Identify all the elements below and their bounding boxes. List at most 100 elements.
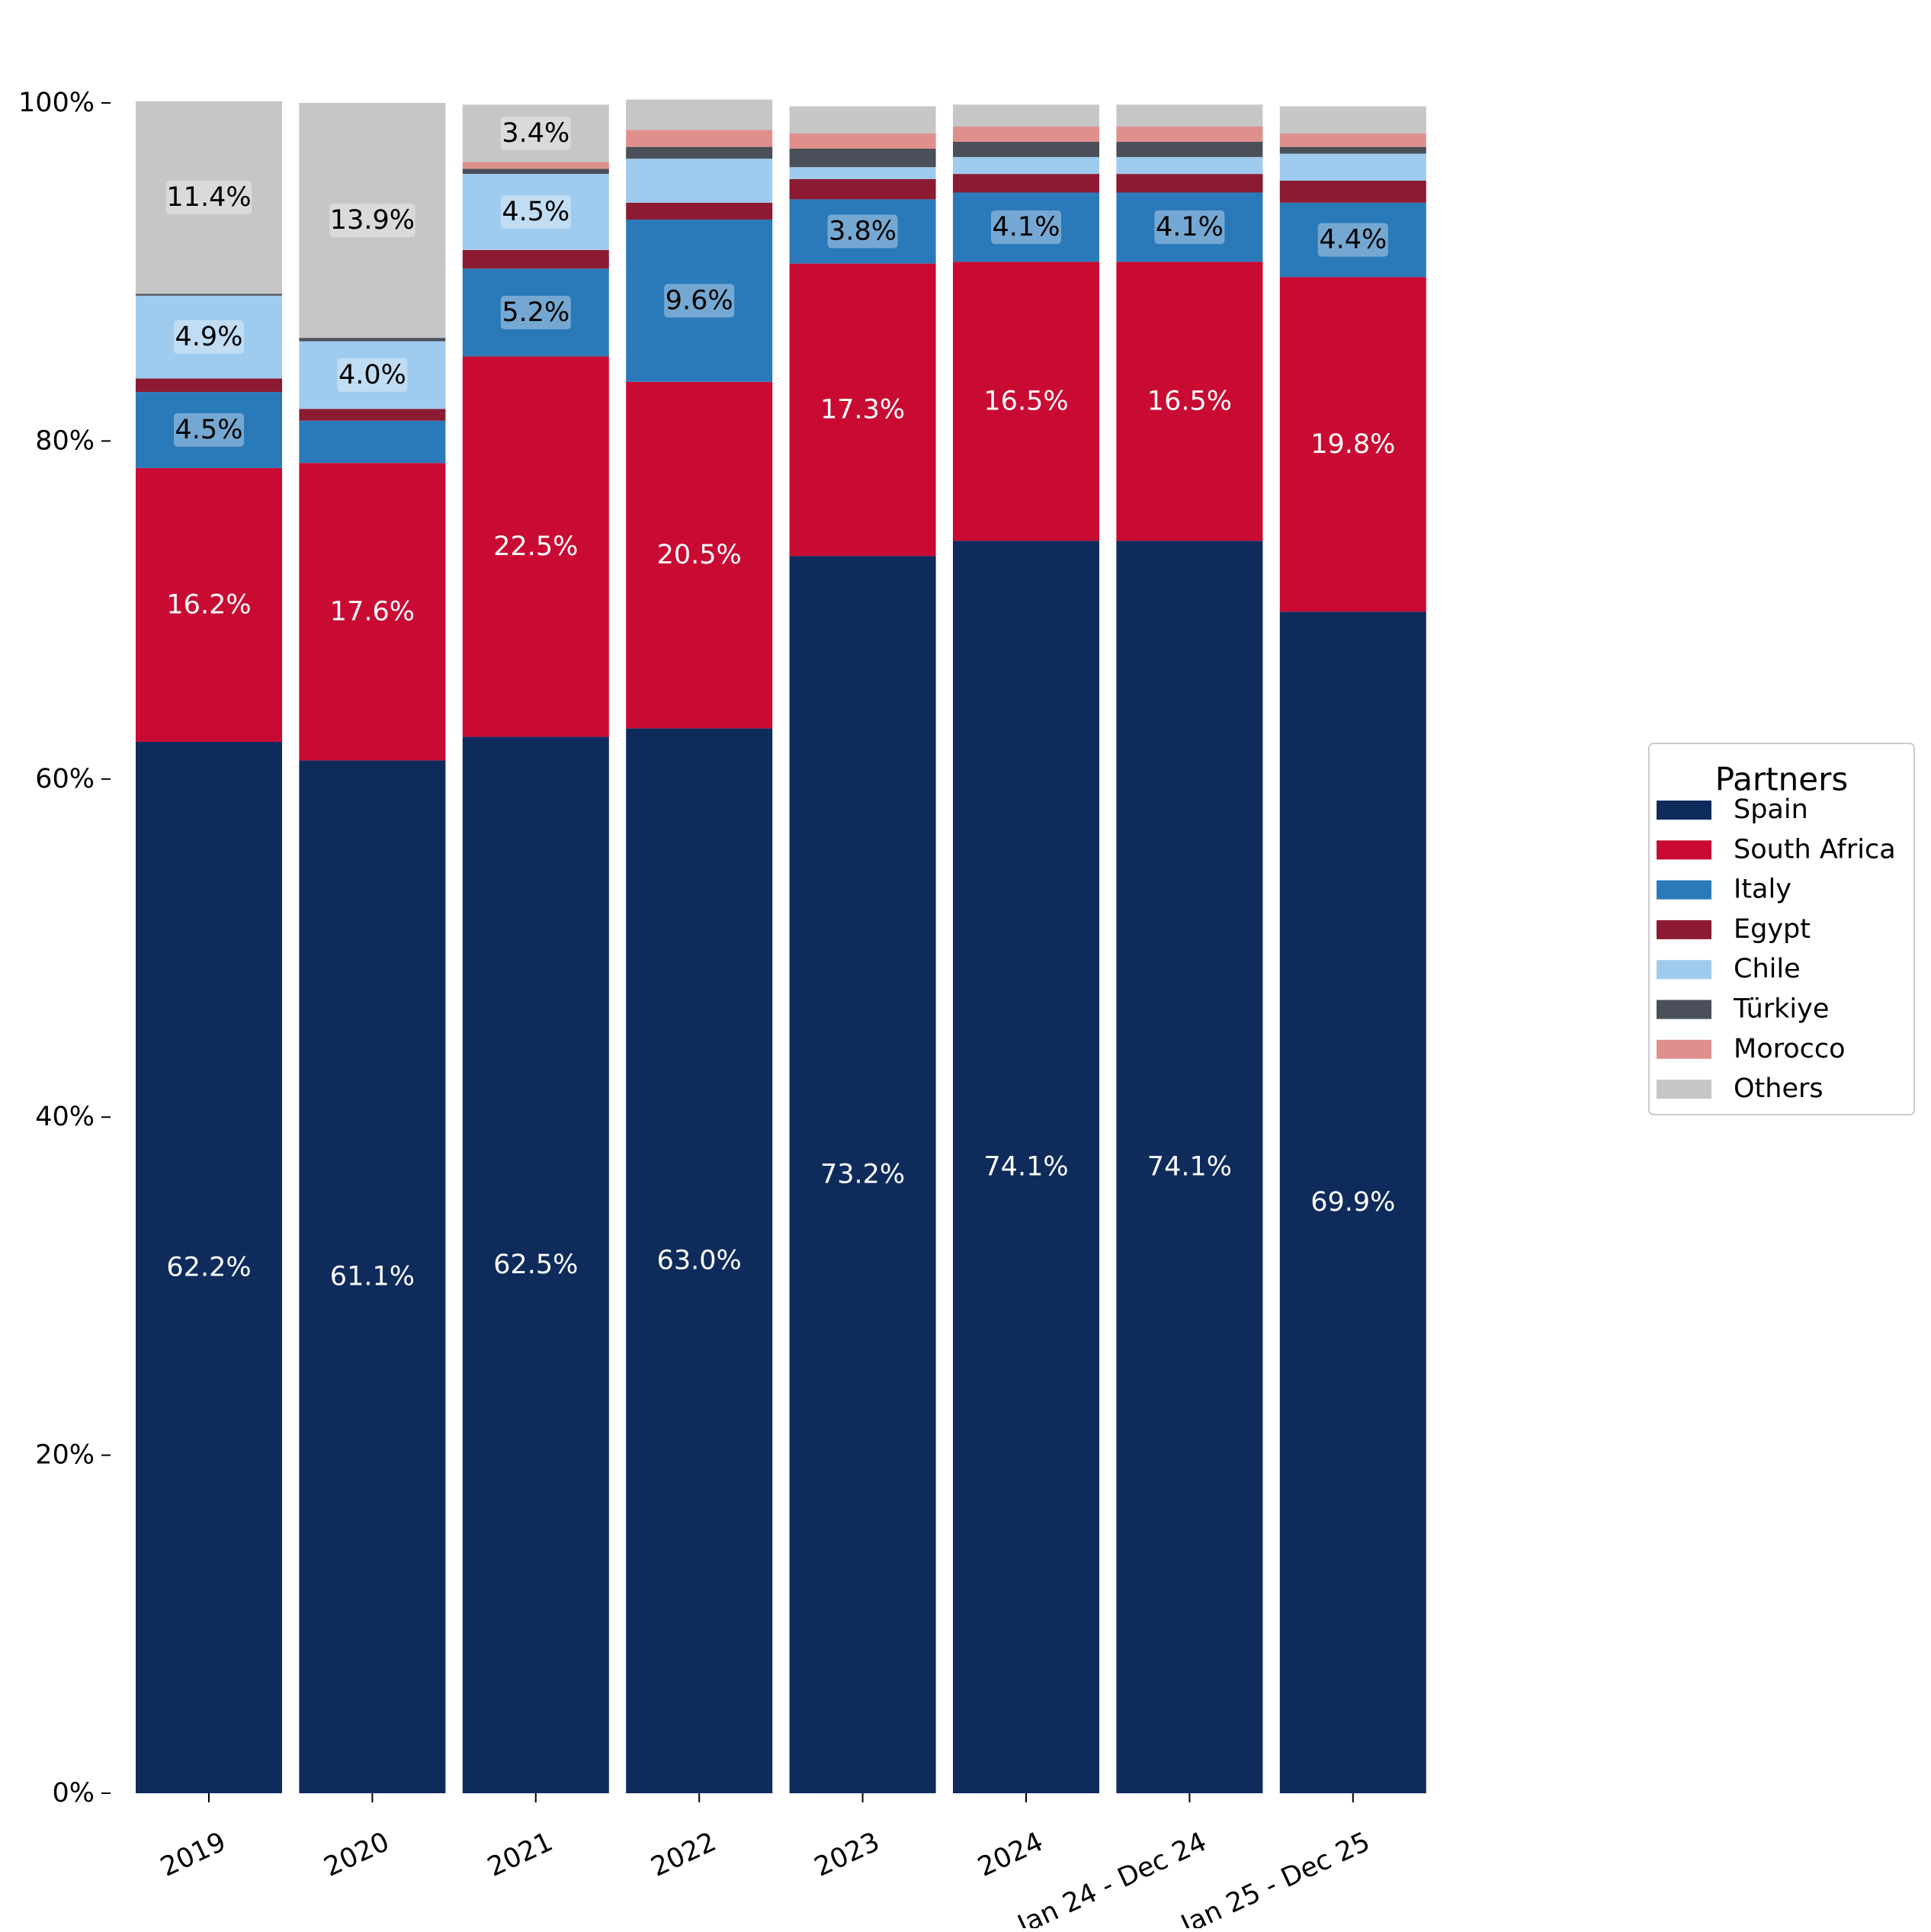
segment-label-box-italy-2021 xyxy=(500,295,571,329)
bar-segment-egypt-2023 xyxy=(789,178,936,200)
segment-label-box-italy-2023 xyxy=(827,214,898,249)
segment-label-south-africa-2022: 20.5% xyxy=(657,540,742,570)
bar-segment-t-rkiye-jan-25-dec-25 xyxy=(1279,146,1426,154)
bar-segment-others-2023 xyxy=(789,106,936,133)
bar-segment-south-africa-2022 xyxy=(626,381,773,729)
segment-label-box-italy-2022 xyxy=(664,284,735,318)
segment-label-spain-2024: 74.1% xyxy=(983,1152,1068,1183)
y-tick-label: 80% xyxy=(35,425,95,456)
segment-label-box-italy-2019 xyxy=(174,412,244,447)
legend-label-morocco: Morocco xyxy=(1734,1034,1846,1064)
bar-segment-t-rkiye-2022 xyxy=(626,146,773,159)
bar-segment-morocco-2023 xyxy=(789,133,936,149)
segment-label-spain-2022: 63.0% xyxy=(657,1246,742,1276)
legend-label-egypt: Egypt xyxy=(1734,914,1811,945)
bar-segment-italy-jan-25-dec-25 xyxy=(1279,202,1426,278)
bar-segment-chile-jan-24-dec-24 xyxy=(1116,156,1263,175)
bar-segment-morocco-2022 xyxy=(626,130,773,147)
segment-label-south-africa-2024: 16.5% xyxy=(983,386,1068,416)
y-tick-label: 60% xyxy=(35,764,95,794)
legend-label-t-rkiye: Türkiye xyxy=(1733,994,1829,1025)
segment-label-spain-jan-24-dec-24: 74.1% xyxy=(1147,1152,1232,1183)
bar-segment-t-rkiye-jan-24-dec-24 xyxy=(1116,141,1263,157)
bar-segment-others-2020 xyxy=(299,103,446,339)
bar-segment-south-africa-2024 xyxy=(953,262,1099,541)
legend-label-chile: Chile xyxy=(1734,954,1801,984)
bar-segment-italy-2024 xyxy=(953,192,1099,262)
bar-segment-chile-2023 xyxy=(789,167,936,179)
bar-segment-chile-2020 xyxy=(299,341,446,409)
bar-segment-italy-2021 xyxy=(462,268,609,357)
segment-labels-layer: 62.2% 16.2% 4.5% 4.9% 11.4% 61.1% 17.6% 4.0% 13.… xyxy=(165,116,1395,1292)
bar-segment-south-africa-2020 xyxy=(299,463,446,761)
bar-segment-others-2021 xyxy=(462,104,609,162)
legend-swatch-morocco xyxy=(1657,1039,1711,1059)
bar-segment-t-rkiye-2021 xyxy=(462,168,609,175)
bar-segment-egypt-2020 xyxy=(299,409,446,421)
segment-label-box-chile-2019 xyxy=(174,320,244,355)
bars-layer xyxy=(136,99,1426,1793)
legend-title: Partners xyxy=(1715,761,1849,798)
legend-items: Spain South Africa Italy Egypt Chile Türkiye M… xyxy=(1657,794,1896,1104)
bar-segment-t-rkiye-2024 xyxy=(953,141,1099,157)
bar-segment-morocco-2021 xyxy=(462,162,609,169)
legend-swatch-chile xyxy=(1657,960,1711,980)
bar-segment-chile-2022 xyxy=(626,159,773,203)
segment-label-box-others-2019 xyxy=(165,181,252,215)
bar-segment-south-africa-jan-25-dec-25 xyxy=(1279,277,1426,612)
legend: Partners Spain South Africa Italy Egypt Chil… xyxy=(1648,743,1915,1115)
legend-label-south-africa: South Africa xyxy=(1734,834,1896,865)
bar-segment-t-rkiye-2023 xyxy=(789,148,936,168)
bar-segment-egypt-2022 xyxy=(626,202,773,220)
bar-segment-egypt-jan-24-dec-24 xyxy=(1116,174,1263,193)
bar-segment-south-africa-jan-24-dec-24 xyxy=(1116,262,1263,541)
segment-label-chile-2020: 4.0% xyxy=(338,360,406,390)
bar-segment-morocco-2024 xyxy=(953,127,1099,142)
y-tick-label: 40% xyxy=(35,1102,95,1132)
bar-segment-spain-jan-25-dec-25 xyxy=(1279,611,1426,1793)
segment-label-south-africa-2023: 17.3% xyxy=(820,394,905,425)
bar-segment-spain-jan-24-dec-24 xyxy=(1116,541,1263,1793)
bar-segment-t-rkiye-2019 xyxy=(136,294,282,296)
y-axis: 0% 20% 40% 60% 80% 100% xyxy=(18,88,111,1808)
segment-label-box-italy-jan-24-dec-24 xyxy=(1154,210,1225,244)
segment-label-italy-2024: 4.1% xyxy=(993,212,1060,242)
bar-segment-egypt-2024 xyxy=(953,174,1099,193)
legend-frame xyxy=(1648,743,1915,1115)
bar-segment-egypt-jan-25-dec-25 xyxy=(1279,180,1426,203)
segment-label-others-2021: 3.4% xyxy=(502,118,569,149)
bar-segment-spain-2020 xyxy=(299,760,446,1793)
bar-segment-south-africa-2021 xyxy=(462,356,609,737)
bar-segment-morocco-jan-25-dec-25 xyxy=(1279,133,1426,147)
segment-label-spain-2019: 62.2% xyxy=(166,1253,251,1283)
segment-label-chile-2021: 4.5% xyxy=(502,197,569,227)
bar-segment-chile-2024 xyxy=(953,156,1099,175)
bar-segment-others-2022 xyxy=(626,99,773,130)
y-tick-label: 20% xyxy=(35,1440,95,1471)
bar-segment-italy-2020 xyxy=(299,420,446,464)
y-tick-label: 100% xyxy=(18,88,95,118)
bar-segment-italy-2022 xyxy=(626,219,773,382)
segment-label-italy-2022: 9.6% xyxy=(666,285,733,316)
segment-label-italy-2019: 4.5% xyxy=(175,415,243,445)
bar-segment-t-rkiye-2020 xyxy=(299,338,446,342)
segment-label-others-2019: 11.4% xyxy=(166,182,251,213)
segment-label-box-others-2021 xyxy=(500,116,571,150)
bar-segment-chile-2019 xyxy=(136,295,282,379)
x-tick-label: 2021 xyxy=(483,1827,558,1883)
bar-segment-spain-2022 xyxy=(626,728,773,1793)
bar-segment-spain-2023 xyxy=(789,556,936,1793)
segment-label-box-italy-jan-25-dec-25 xyxy=(1317,223,1388,257)
bar-segment-egypt-2021 xyxy=(462,249,609,269)
bar-segment-egypt-2019 xyxy=(136,378,282,393)
segment-label-south-africa-2021: 22.5% xyxy=(493,531,578,562)
segment-label-italy-jan-25-dec-25: 4.4% xyxy=(1319,225,1387,255)
legend-swatch-t-rkiye xyxy=(1657,1000,1711,1019)
segment-label-south-africa-2020: 17.6% xyxy=(330,596,415,627)
segment-label-south-africa-jan-25-dec-25: 19.8% xyxy=(1310,429,1395,460)
bar-segment-italy-2019 xyxy=(136,392,282,468)
segment-label-italy-2023: 3.8% xyxy=(829,216,897,246)
segment-label-spain-2023: 73.2% xyxy=(820,1160,905,1190)
